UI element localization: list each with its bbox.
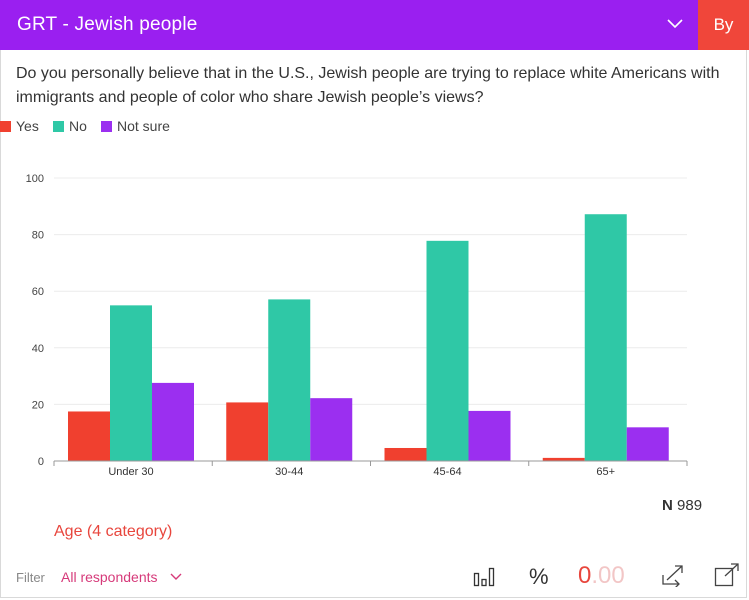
percent-toggle[interactable]: % — [529, 564, 549, 589]
legend-swatch-not-sure — [101, 121, 112, 132]
question-text: Do you personally believe that in the U.… — [16, 65, 720, 106]
sample-size-value: 989 — [677, 497, 703, 514]
bar-not-sure — [626, 427, 669, 461]
x-tick-label: Under 30 — [108, 466, 153, 478]
x-tick-label: 45-64 — [433, 466, 461, 478]
filter-chevron-icon[interactable] — [170, 573, 182, 581]
bar-yes — [226, 402, 269, 461]
bar-yes — [384, 447, 427, 461]
filter-dropdown[interactable]: All respondents — [61, 569, 158, 585]
legend-swatch-yes — [0, 121, 11, 132]
sample-size-prefix: N — [662, 497, 673, 514]
bar-not-sure — [468, 410, 511, 461]
bar-no — [584, 214, 627, 461]
legend-label-not-sure: Not sure — [117, 118, 170, 134]
by-button[interactable]: By — [698, 0, 749, 50]
y-tick-label: 20 — [32, 399, 44, 411]
decimals-whole: 0 — [578, 562, 592, 589]
legend-swatch-no — [53, 121, 64, 132]
header-bar: GRT - Jewish people By — [0, 0, 749, 50]
bar-not-sure — [310, 398, 353, 461]
expand-icon[interactable] — [714, 563, 740, 587]
poll-title: GRT - Jewish people — [17, 14, 198, 35]
y-tick-label: 40 — [32, 343, 44, 355]
bar-no — [426, 240, 469, 461]
bar-chart-icon[interactable] — [473, 565, 495, 587]
legend-label-yes: Yes — [16, 118, 39, 134]
bar-chart: 0 20 40 60 80 100 Under 30 30-44 45-64 65+ — [26, 173, 688, 478]
y-tick-label: 80 — [32, 230, 44, 242]
bar-no — [110, 305, 152, 461]
bar-yes — [542, 457, 585, 461]
chevron-down-icon[interactable] — [664, 12, 686, 34]
y-tick-label: 100 — [26, 173, 44, 185]
x-tick-label: 30-44 — [275, 466, 303, 478]
bar-no — [268, 299, 311, 461]
bar-not-sure — [152, 382, 194, 461]
swap-axes-icon[interactable] — [660, 563, 686, 587]
bar-yes — [68, 411, 110, 461]
sample-size: N 989 — [662, 497, 702, 514]
decimals-fraction: .00 — [591, 562, 625, 589]
decimals-toggle[interactable]: 0.00 — [578, 562, 625, 590]
legend-label-no: No — [69, 118, 87, 134]
filter-label: Filter — [16, 570, 45, 585]
breakdown-label[interactable]: Age (4 category) — [54, 523, 173, 540]
y-tick-label: 60 — [32, 286, 44, 298]
x-tick-label: 65+ — [596, 466, 615, 478]
y-tick-label: 0 — [38, 456, 44, 468]
